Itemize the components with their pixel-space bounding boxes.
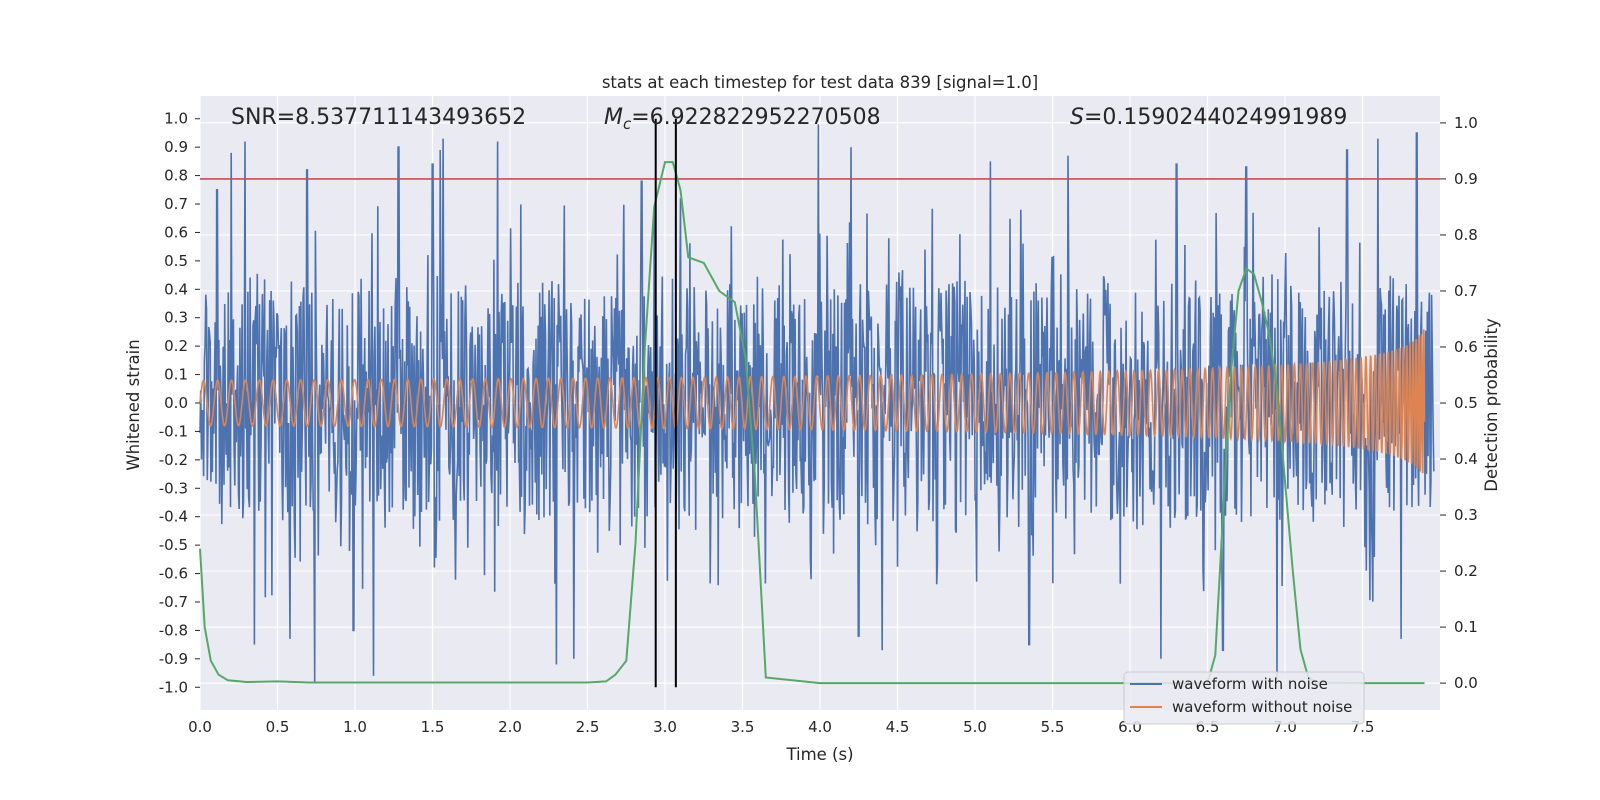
y2-tick-label: 0.6 — [1454, 338, 1478, 356]
y-tick-label: 0.3 — [164, 309, 188, 327]
legend-label-noise: waveform with noise — [1172, 675, 1328, 693]
legend-box — [1123, 671, 1365, 725]
y-tick-label: -0.5 — [159, 536, 188, 554]
y2-tick-label: 0.0 — [1454, 674, 1478, 692]
y-tick-label: -0.8 — [159, 621, 188, 639]
s-annotation: S=0.1590244024991989 — [1070, 105, 1347, 130]
y-tick-label: 0.1 — [164, 366, 188, 384]
y-tick-label: 0.0 — [164, 394, 188, 412]
legend-label-clean: waveform without noise — [1172, 698, 1352, 716]
x-tick-label: 5.0 — [963, 718, 987, 736]
y2-tick-label: 0.8 — [1454, 226, 1478, 244]
s-symbol: S — [1070, 105, 1084, 130]
y-tick-label: -0.9 — [159, 650, 188, 668]
x-tick-label: 4.0 — [808, 718, 832, 736]
chirp-mass-annotation: Mc=6.922822952270508 — [604, 105, 881, 133]
y-tick-label: 0.7 — [164, 195, 188, 213]
plot-area — [199, 118, 1440, 688]
x-tick-label: 1.0 — [343, 718, 367, 736]
y-tick-label: 0.5 — [164, 252, 188, 270]
y-tick-label: -0.7 — [159, 593, 188, 611]
y-tick-label: 1.0 — [164, 110, 188, 128]
series-waveform-without-noise — [199, 329, 1426, 474]
y2-tick-label: 1.0 — [1454, 114, 1478, 132]
chirp-mass-value: =6.922822952270508 — [631, 105, 880, 130]
x-tick-label: 0.5 — [266, 718, 290, 736]
x-tick-label: 0.0 — [188, 718, 212, 736]
y-axis-ticks: 1.0 0.9 0.8 0.7 0.6 0.5 0.4 0.3 0.2 0.1 0.0 -0.1 -0.… — [159, 110, 200, 696]
y2-axis-title: Detection probability — [1482, 318, 1501, 492]
x-tick-label: 1.5 — [421, 718, 445, 736]
y-tick-label: -1.0 — [159, 678, 188, 696]
y-tick-label: -0.6 — [159, 565, 188, 583]
y-axis-title: Whitened strain — [124, 339, 143, 470]
x-axis-title: Time (s) — [785, 745, 853, 764]
y-tick-label: 0.4 — [164, 280, 188, 298]
y2-tick-label: 0.9 — [1454, 170, 1478, 188]
chirp-mass-subscript: c — [623, 115, 632, 133]
x-tick-label: 2.0 — [498, 718, 522, 736]
y-tick-label: 0.8 — [164, 167, 188, 185]
x-tick-label: 5.5 — [1041, 718, 1065, 736]
y2-tick-label: 0.4 — [1454, 450, 1478, 468]
series-detection-probability — [199, 161, 1425, 685]
y-tick-label: 0.2 — [164, 337, 188, 355]
y2-tick-label: 0.5 — [1454, 394, 1478, 412]
x-tick-label: 4.5 — [886, 718, 910, 736]
y2-axis-ticks: 1.0 0.9 0.8 0.7 0.6 0.5 0.4 0.3 0.2 0.1 0.0 — [1440, 114, 1478, 692]
chirp-mass-symbol: M — [604, 105, 623, 130]
legend: waveform with noise waveform without noi… — [1123, 671, 1365, 725]
y-tick-label: -0.3 — [159, 479, 188, 497]
x-tick-label: 3.0 — [653, 718, 677, 736]
x-tick-label: 3.5 — [731, 718, 755, 736]
y2-tick-label: 0.7 — [1454, 282, 1478, 300]
y-tick-label: -0.2 — [159, 451, 188, 469]
y2-tick-label: 0.1 — [1454, 618, 1478, 636]
y-tick-label: 0.6 — [164, 223, 188, 241]
y-tick-label: -0.4 — [159, 508, 188, 526]
y2-tick-label: 0.2 — [1454, 562, 1478, 580]
snr-annotation: SNR=8.537711143493652 — [231, 105, 526, 130]
y-tick-label: -0.1 — [159, 422, 188, 440]
y2-tick-label: 0.3 — [1454, 506, 1478, 524]
y-tick-label: 0.9 — [164, 138, 188, 156]
chart-title: stats at each timestep for test data 839… — [602, 73, 1038, 92]
s-value: =0.1590244024991989 — [1084, 105, 1347, 130]
x-tick-label: 2.5 — [576, 718, 600, 736]
